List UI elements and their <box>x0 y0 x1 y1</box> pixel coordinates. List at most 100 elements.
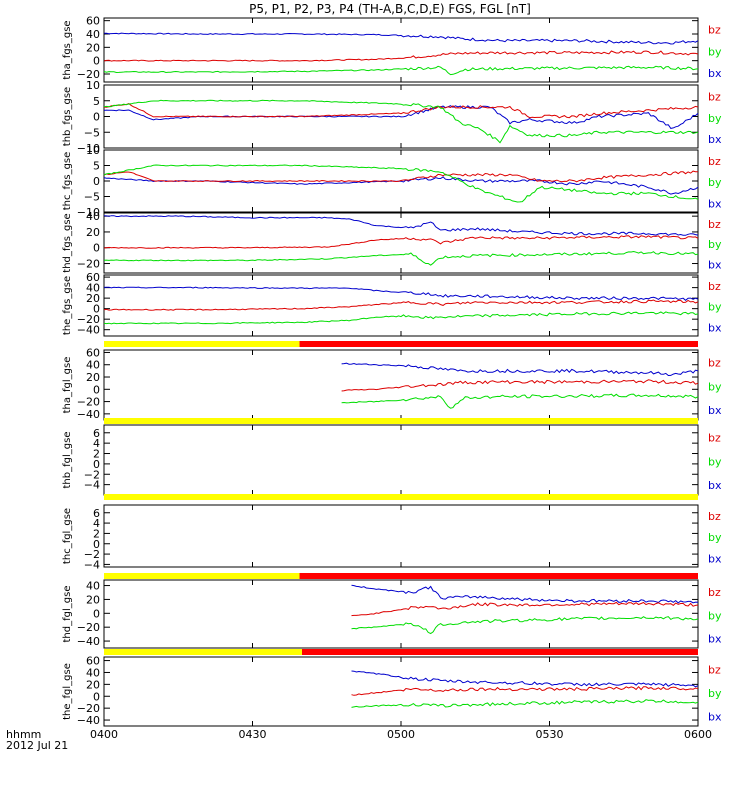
y-tick-label: −10 <box>77 142 100 155</box>
series-bz <box>103 235 699 249</box>
legend-by: by <box>708 455 722 468</box>
y-tick-label: 20 <box>86 371 100 384</box>
legend-bz: bz <box>708 586 721 599</box>
series-bx <box>351 670 699 688</box>
mode-bar <box>104 418 698 424</box>
legend-bz: bz <box>708 663 721 676</box>
y-tick-label: 20 <box>86 593 100 606</box>
y-tick-label: −40 <box>77 714 100 727</box>
y-tick-label: −20 <box>77 702 100 715</box>
x-axis-label-date: 2012 Jul 21 <box>6 739 68 752</box>
y-tick-label: 5 <box>93 160 100 173</box>
y-tick-label: 0 <box>93 111 100 124</box>
panel-frame <box>103 504 699 568</box>
series-bz <box>351 601 699 617</box>
y-tick-label: −2 <box>84 468 100 481</box>
series-by <box>103 99 699 144</box>
y-tick-label: 60 <box>86 655 100 668</box>
y-tick-label: 20 <box>86 41 100 54</box>
y-tick-label: 0 <box>93 303 100 316</box>
chart-title: P5, P1, P2, P3, P4 (TH-A,B,C,D,E) FGS, F… <box>249 2 531 16</box>
series-bz <box>103 170 698 183</box>
y-tick-label: 0 <box>93 383 100 396</box>
mode-bars-group <box>104 341 698 655</box>
legend-bx: bx <box>708 133 722 146</box>
x-tick-label: 0400 <box>90 728 118 741</box>
panel-thb_fgs_gse: 10 5 0 −5 −10 thb_fgs_gse bz by bx <box>62 79 722 155</box>
legend-by: by <box>708 687 722 700</box>
y-tick-label: −5 <box>84 191 100 204</box>
legend-bx: bx <box>708 552 722 565</box>
series-bz <box>103 299 699 311</box>
y-tick-label: 6 <box>93 427 100 440</box>
mode-bar-yellow <box>104 573 300 579</box>
legend-bx: bx <box>708 710 722 723</box>
legend-bx: bx <box>708 321 722 334</box>
series-by <box>341 393 699 409</box>
panel-frame <box>103 579 699 649</box>
y-tick-label: −2 <box>84 548 100 561</box>
series-by <box>103 65 699 76</box>
legend-bx: bx <box>708 197 722 210</box>
y-tick-label: 0 <box>93 607 100 620</box>
x-tick-label: 0500 <box>387 728 415 741</box>
series-by <box>103 311 699 325</box>
y-axis-label: thd_fgs_gse <box>62 213 73 272</box>
y-tick-label: 10 <box>86 79 100 92</box>
legend-bx: bx <box>708 67 722 80</box>
y-tick-label: −4 <box>84 479 100 492</box>
legend-bz: bz <box>708 510 721 523</box>
y-tick-label: 6 <box>93 507 100 520</box>
y-axis-label: thc_fgs_gse <box>62 152 73 211</box>
mode-bar-red <box>302 649 698 655</box>
mode-bar <box>104 649 698 655</box>
y-axis-label: thc_fgl_gse <box>62 508 73 564</box>
series-bx <box>104 32 699 45</box>
y-tick-label: −10 <box>77 206 100 219</box>
legend-bz: bz <box>708 24 721 37</box>
legend-by: by <box>708 45 722 58</box>
panel-frame <box>103 274 699 337</box>
y-tick-label: 60 <box>86 15 100 28</box>
mode-bar <box>104 341 698 347</box>
y-tick-label: −40 <box>77 324 100 337</box>
y-axis-label: thd_fgl_gse <box>62 586 73 643</box>
y-tick-label: 0 <box>93 458 100 471</box>
series-bx <box>103 215 699 236</box>
legend-bz: bz <box>708 357 721 370</box>
y-tick-label: 0 <box>93 538 100 551</box>
series-bz <box>351 685 699 696</box>
y-tick-label: −40 <box>77 635 100 648</box>
x-axis: 0400 0430 0500 0530 0600 <box>90 728 712 741</box>
y-axis-label: thb_fgs_gse <box>62 87 73 146</box>
legend-by: by <box>708 301 722 314</box>
series-bx <box>103 176 699 195</box>
y-tick-label: −5 <box>84 126 100 139</box>
y-tick-label: 40 <box>86 282 100 295</box>
y-tick-label: 60 <box>86 346 100 359</box>
y-tick-label: 20 <box>86 678 100 691</box>
series-by <box>103 250 699 266</box>
y-tick-label: −20 <box>77 396 100 409</box>
y-tick-label: 40 <box>86 28 100 41</box>
legend-by: by <box>708 609 722 622</box>
y-axis-label: tha_fgl_gse <box>62 357 73 414</box>
panel-frame <box>103 656 699 727</box>
legend-by: by <box>708 112 722 125</box>
x-tick-label: 0600 <box>684 728 712 741</box>
legend-bz: bz <box>708 432 721 445</box>
series-bx <box>103 286 699 301</box>
legend-bz: bz <box>708 280 721 293</box>
y-tick-label: 0 <box>93 242 100 255</box>
series-bz <box>341 379 699 392</box>
y-tick-label: 2 <box>93 527 100 540</box>
series-by <box>351 616 699 635</box>
x-tick-label: 0430 <box>239 728 267 741</box>
y-tick-label: 40 <box>86 210 100 223</box>
